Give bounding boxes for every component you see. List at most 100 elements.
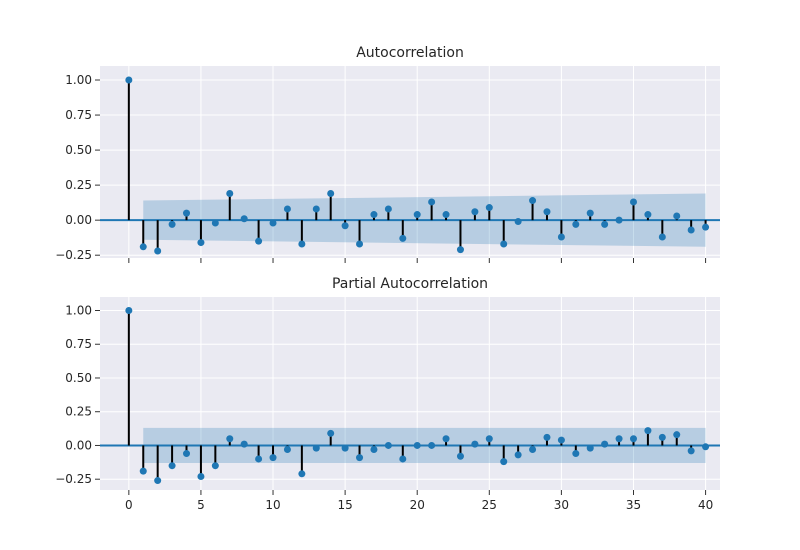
- point-lag-15: [341, 444, 349, 452]
- point-lag-39: [687, 226, 695, 234]
- point-lag-20: [413, 441, 421, 449]
- y-tick-label: −0.25: [55, 472, 92, 486]
- point-lag-4: [183, 450, 191, 458]
- point-lag-20: [413, 211, 421, 219]
- point-lag-36: [644, 211, 652, 219]
- y-tick-label: 1.00: [65, 303, 92, 317]
- point-lag-24: [471, 440, 479, 448]
- point-lag-27: [514, 451, 522, 459]
- point-lag-23: [456, 452, 464, 460]
- point-lag-25: [485, 435, 493, 443]
- x-tick-label: 35: [626, 498, 641, 512]
- point-lag-34: [615, 435, 623, 443]
- point-lag-9: [255, 237, 263, 245]
- y-tick-label: 0.50: [65, 143, 92, 157]
- point-lag-17: [370, 446, 378, 454]
- point-lag-27: [514, 218, 522, 226]
- point-lag-35: [629, 435, 637, 443]
- point-lag-28: [529, 197, 537, 205]
- y-tick-label: 0.25: [65, 178, 92, 192]
- point-lag-32: [586, 444, 594, 452]
- point-lag-36: [644, 427, 652, 435]
- point-lag-15: [341, 222, 349, 230]
- point-lag-1: [139, 467, 147, 475]
- point-lag-0: [125, 76, 133, 84]
- point-lag-30: [557, 233, 565, 241]
- point-lag-22: [442, 435, 450, 443]
- plot-area: [100, 66, 720, 258]
- point-lag-0: [125, 306, 133, 314]
- point-lag-21: [428, 198, 436, 206]
- point-lag-13: [312, 444, 320, 452]
- point-lag-18: [384, 441, 392, 449]
- x-tick-label: 25: [482, 498, 497, 512]
- point-lag-35: [629, 198, 637, 206]
- x-tick-label: 40: [698, 498, 713, 512]
- point-lag-2: [154, 247, 162, 255]
- point-lag-33: [601, 440, 609, 448]
- point-lag-19: [399, 455, 407, 463]
- point-lag-38: [673, 431, 681, 439]
- point-lag-23: [456, 246, 464, 254]
- point-lag-4: [183, 209, 191, 217]
- point-lag-40: [702, 443, 710, 451]
- point-lag-7: [226, 435, 234, 443]
- point-lag-22: [442, 211, 450, 219]
- point-lag-5: [197, 473, 205, 481]
- x-tick-label: 5: [197, 498, 205, 512]
- point-lag-29: [543, 433, 551, 441]
- point-lag-13: [312, 205, 320, 213]
- point-lag-8: [240, 215, 248, 223]
- point-lag-11: [283, 446, 291, 454]
- point-lag-3: [168, 220, 176, 228]
- y-tick-label: −0.25: [55, 248, 92, 262]
- y-tick-label: 0.25: [65, 405, 92, 419]
- point-lag-21: [428, 441, 436, 449]
- point-lag-12: [298, 240, 306, 248]
- point-lag-30: [557, 436, 565, 444]
- y-tick-label: 0.50: [65, 371, 92, 385]
- point-lag-14: [327, 190, 335, 198]
- point-lag-14: [327, 429, 335, 437]
- point-lag-1: [139, 243, 147, 251]
- point-lag-34: [615, 216, 623, 224]
- chart-title: Partial Autocorrelation: [332, 276, 488, 292]
- point-lag-3: [168, 462, 176, 470]
- point-lag-16: [356, 454, 364, 462]
- point-lag-6: [211, 219, 219, 227]
- point-lag-17: [370, 211, 378, 219]
- x-tick-label: 0: [125, 498, 133, 512]
- point-lag-18: [384, 205, 392, 213]
- subplot-pacf: −0.25 0.00 0.25 0.50 0.75 1.00 0 5 10 15 20 25 30 35 4…: [55, 276, 720, 512]
- chart-title: Autocorrelation: [356, 45, 464, 61]
- point-lag-12: [298, 470, 306, 478]
- subplot-acf: −0.25 0.00 0.25 0.50 0.75 1.00 Autocorrelation: [55, 45, 720, 263]
- point-lag-32: [586, 209, 594, 217]
- point-lag-31: [572, 450, 580, 458]
- point-lag-9: [255, 455, 263, 463]
- point-lag-25: [485, 204, 493, 212]
- x-tick-label: 20: [410, 498, 425, 512]
- point-lag-8: [240, 440, 248, 448]
- point-lag-26: [500, 240, 508, 248]
- point-lag-10: [269, 454, 277, 462]
- y-tick-label: 0.75: [65, 337, 92, 351]
- point-lag-10: [269, 219, 277, 227]
- point-lag-37: [658, 233, 666, 241]
- x-tick-label: 30: [554, 498, 569, 512]
- x-tick-label: 10: [265, 498, 280, 512]
- point-lag-28: [529, 446, 537, 454]
- point-lag-19: [399, 234, 407, 242]
- point-lag-7: [226, 190, 234, 198]
- point-lag-5: [197, 239, 205, 247]
- point-lag-26: [500, 458, 508, 466]
- y-tick-label: 0.00: [65, 438, 92, 452]
- point-lag-24: [471, 208, 479, 216]
- point-lag-29: [543, 208, 551, 216]
- point-lag-11: [283, 205, 291, 213]
- plot-area: [100, 297, 720, 490]
- x-tick-label: 15: [337, 498, 352, 512]
- point-lag-6: [211, 462, 219, 470]
- point-lag-31: [572, 220, 580, 228]
